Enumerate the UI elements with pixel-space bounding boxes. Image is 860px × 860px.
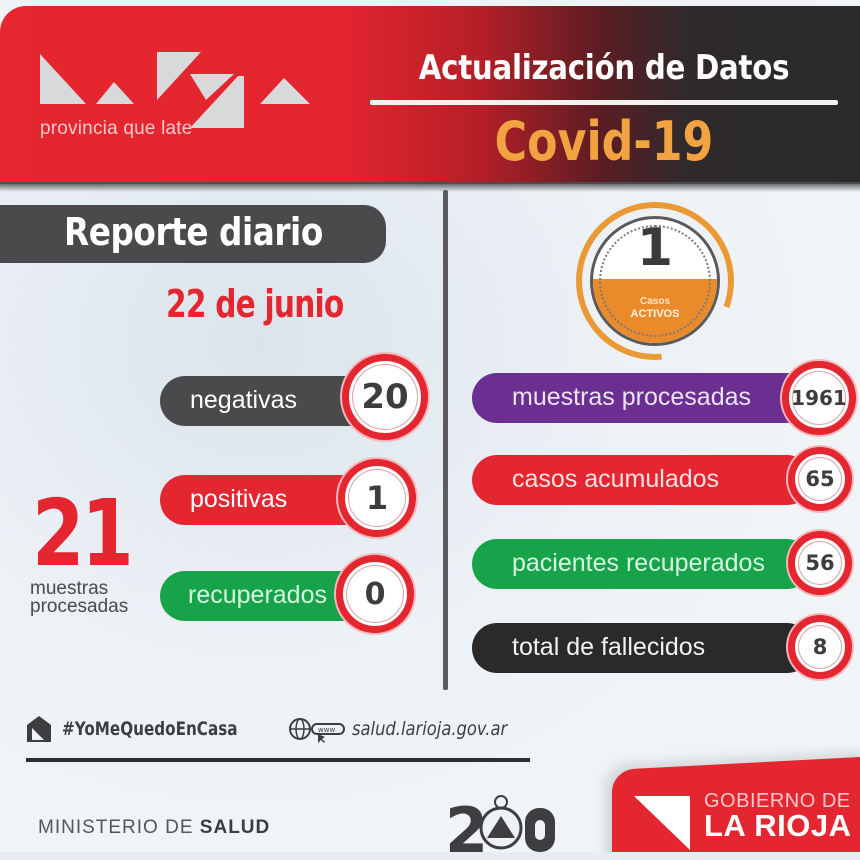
svg-text:www: www bbox=[318, 726, 335, 734]
stat-pill bbox=[472, 455, 812, 505]
report-heading: Reporte diario bbox=[64, 210, 323, 254]
stat-row-positivas: positivas 1 bbox=[160, 459, 420, 537]
page-subtitle: Covid-19 bbox=[494, 110, 714, 173]
header-shadow bbox=[0, 182, 860, 192]
website-link[interactable]: salud.larioja.gov.ar bbox=[352, 718, 508, 740]
stat-value-badge: 20 bbox=[342, 354, 428, 440]
stat-row-pacientes-recuperados: pacientes recuperados 56 bbox=[472, 531, 852, 595]
government-line1: GOBIERNO DE bbox=[704, 790, 851, 812]
stat-label: recuperados bbox=[188, 581, 327, 609]
stat-pill bbox=[472, 539, 812, 589]
hashtag: #YoMeQuedoEnCasa bbox=[62, 718, 238, 740]
header-banner bbox=[0, 6, 860, 184]
stat-row-casos-acumulados: casos acumulados 65 bbox=[472, 447, 852, 511]
stat-row-muestras-procesadas: muestras procesadas 1961 bbox=[472, 361, 856, 435]
stat-pill bbox=[472, 623, 812, 673]
stat-value-badge: 65 bbox=[788, 447, 852, 511]
stat-label: casos acumulados bbox=[512, 465, 720, 493]
active-cases-dotted-ring bbox=[599, 225, 711, 337]
la-rioja-logo bbox=[38, 52, 338, 142]
stat-label: total de fallecidos bbox=[512, 633, 706, 661]
active-cases-label-line1: Casos bbox=[639, 296, 670, 307]
globe-web-icon[interactable]: www bbox=[288, 716, 350, 744]
ministry-prefix: MINISTERIO DE bbox=[38, 817, 194, 838]
government-line2: LA RIOJA bbox=[704, 808, 852, 843]
footer-divider bbox=[26, 758, 530, 762]
svg-text:2: 2 bbox=[445, 794, 484, 856]
active-cases-label-line2: ACTIVOS bbox=[630, 308, 680, 320]
title-divider bbox=[370, 100, 838, 105]
stat-value-badge: 1961 bbox=[782, 361, 856, 435]
active-cases-dial bbox=[590, 216, 720, 346]
active-cases-value: 1 bbox=[636, 218, 674, 278]
bottom-strip bbox=[0, 852, 860, 860]
page-title: Actualización de Datos bbox=[418, 48, 790, 88]
la-rioja-triangles-icon bbox=[40, 52, 310, 128]
logo-tagline: provincia que late bbox=[40, 118, 193, 139]
ministry-name-bold: SALUD bbox=[199, 817, 271, 838]
stat-row-negativas: negativas 20 bbox=[160, 354, 428, 440]
stat-value-badge: 8 bbox=[788, 615, 852, 679]
stat-label: negativas bbox=[190, 386, 298, 414]
ministry-name: MINISTERIO DE SALUD bbox=[38, 817, 270, 839]
home-icon bbox=[27, 716, 51, 742]
la-rioja-flag-icon bbox=[634, 796, 690, 850]
daily-total-label-line2: procesadas bbox=[30, 596, 129, 617]
stat-row-recuperados: recuperados 0 bbox=[160, 555, 420, 633]
daily-total-label: muestras procesadas bbox=[30, 578, 129, 617]
stat-value-badge: 56 bbox=[788, 531, 852, 595]
daily-total-samples: 21 bbox=[32, 480, 134, 587]
report-date: 22 de junio bbox=[166, 282, 344, 326]
stat-label: positivas bbox=[190, 485, 288, 513]
stat-value-badge: 0 bbox=[336, 555, 414, 633]
stat-value-badge: 1 bbox=[338, 459, 416, 537]
daily-total-label-line1: muestras bbox=[30, 578, 109, 599]
stat-row-total-fallecidos: total de fallecidos 8 bbox=[472, 615, 852, 679]
stat-label: pacientes recuperados bbox=[512, 549, 765, 577]
bicentennial-200-logo: 2 200 bbox=[445, 794, 555, 856]
stat-label: muestras procesadas bbox=[512, 383, 752, 411]
report-heading-pill bbox=[0, 205, 386, 263]
column-divider bbox=[443, 190, 448, 690]
stat-pill bbox=[472, 373, 812, 423]
